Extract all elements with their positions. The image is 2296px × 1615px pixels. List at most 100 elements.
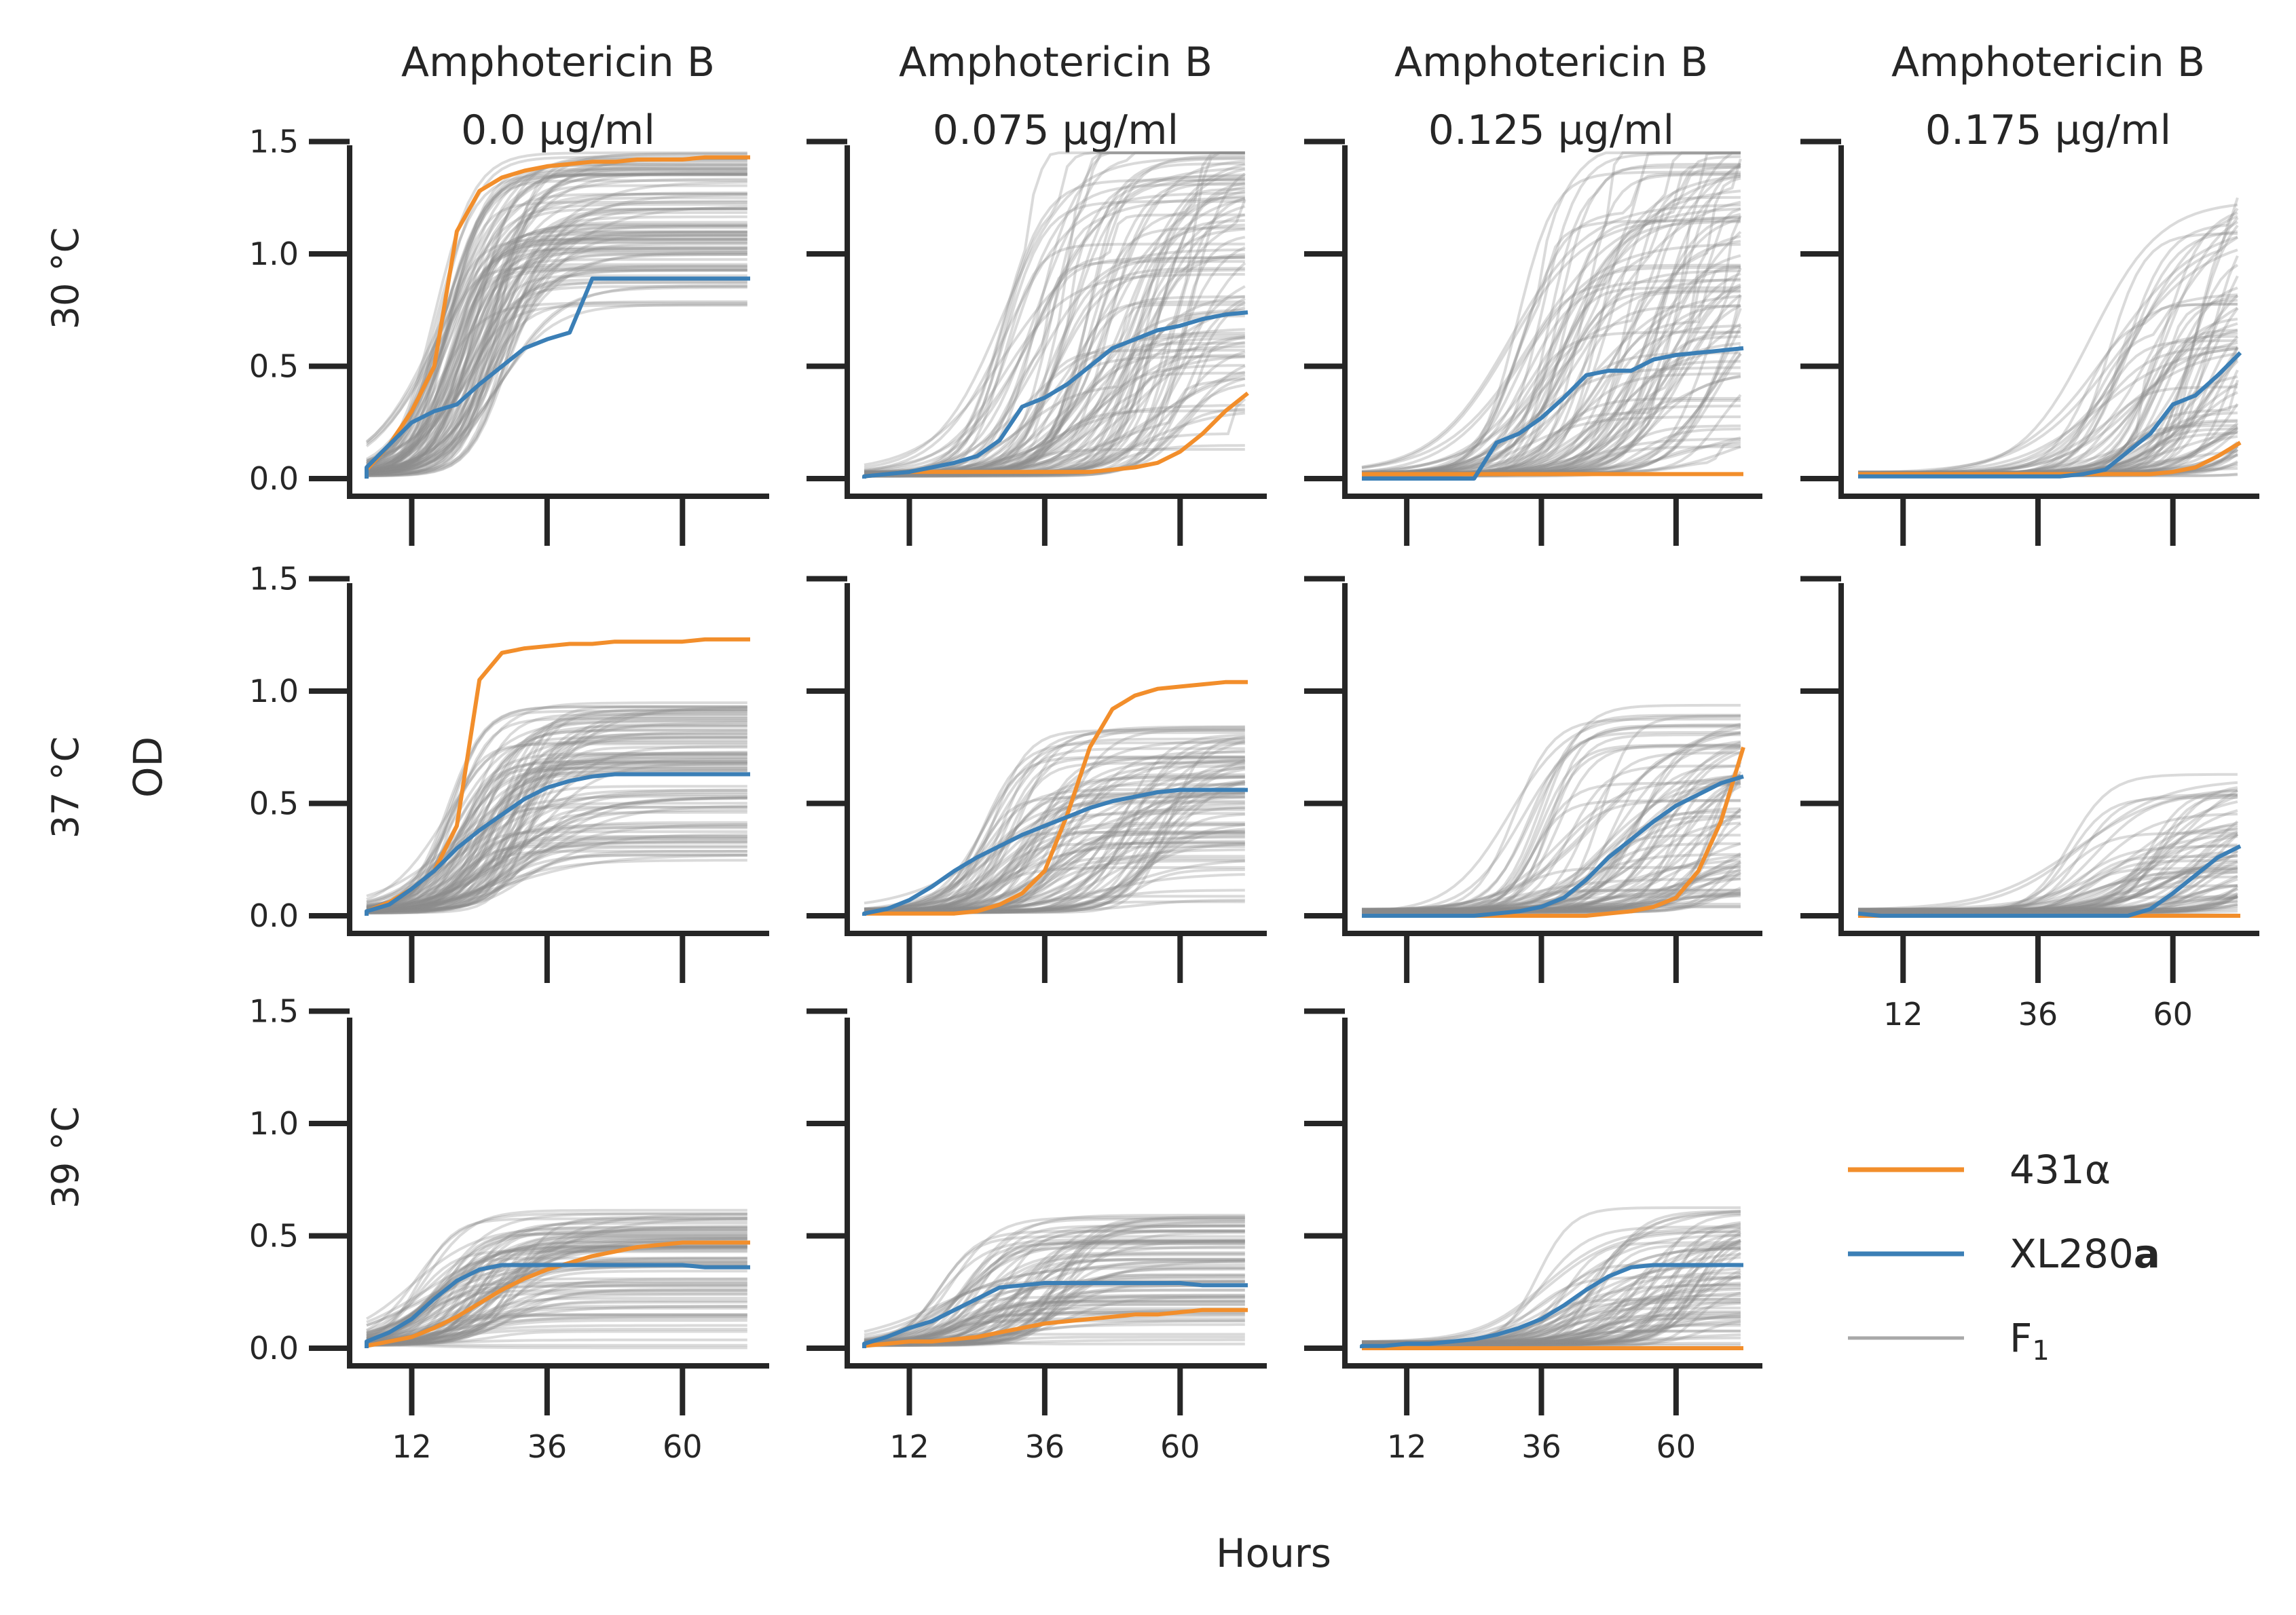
f1-strain-curve	[366, 1287, 747, 1346]
f1-strain-curve	[1362, 869, 1741, 912]
f1-strain-curve	[366, 736, 747, 911]
f1-strain-curve	[1858, 844, 2238, 911]
f1-strain-curve	[1361, 164, 1741, 475]
f1-strain-curve	[366, 274, 747, 475]
f1-strain-curve	[366, 205, 747, 462]
f1-strain-curve	[1361, 1229, 1741, 1346]
f1-strain-curve	[864, 725, 1245, 911]
f1-strain-curve	[1858, 897, 2238, 914]
series-431a-line	[862, 680, 1248, 916]
f1-strain-curve	[864, 848, 1245, 912]
f1-strain-curve	[1857, 248, 2238, 475]
f1-strain-curve	[366, 765, 747, 909]
f1-strain-curve	[864, 756, 1245, 914]
f1-strain-curve	[864, 739, 1246, 911]
f1-strain-curve	[366, 841, 747, 913]
series-431a-line	[365, 155, 750, 479]
f1-curves	[365, 1208, 747, 1350]
f1-strain-curve	[1858, 835, 2238, 913]
f1-strain-curve	[1361, 200, 1741, 475]
f1-strain-curve	[864, 1293, 1245, 1344]
f1-strain-curve	[366, 285, 747, 476]
f1-strain-curve	[1858, 833, 2239, 913]
f1-strain-curve	[366, 1217, 747, 1339]
f1-strain-curve	[864, 151, 1245, 475]
f1-strain-curve	[366, 1217, 747, 1340]
f1-strain-curve	[366, 267, 747, 476]
f1-strain-curve	[864, 1242, 1245, 1343]
f1-strain-curve	[366, 1328, 747, 1343]
f1-strain-curve	[366, 709, 747, 910]
f1-strain-curve	[366, 1342, 747, 1347]
f1-strain-curve	[864, 729, 1245, 914]
f1-strain-curve	[366, 231, 747, 475]
f1-strain-curve	[366, 853, 747, 913]
f1-strain-curve	[864, 859, 1245, 911]
f1-strain-curve	[864, 859, 1245, 912]
f1-strain-curve	[366, 241, 747, 472]
f1-strain-curve	[864, 1214, 1245, 1342]
f1-strain-curve	[864, 1251, 1245, 1345]
f1-strain-curve	[864, 791, 1245, 914]
f1-strain-curve	[366, 303, 747, 475]
f1-strain-curve	[365, 170, 747, 443]
f1-strain-curve	[1858, 824, 2238, 912]
f1-strain-curve	[366, 794, 747, 904]
f1-strain-curve	[366, 809, 747, 910]
f1-strain-curve	[366, 224, 747, 472]
f1-strain-curve	[864, 828, 1245, 912]
f1-strain-curve	[1362, 776, 1742, 912]
f1-strain-curve	[864, 1239, 1245, 1347]
f1-curves	[1857, 773, 2239, 916]
f1-strain-curve	[864, 834, 1245, 913]
f1-strain-curve	[366, 246, 747, 469]
f1-strain-curve	[366, 1289, 747, 1341]
f1-strain-curve	[366, 1244, 747, 1337]
f1-strain-curve	[366, 223, 747, 473]
f1-strain-curve	[366, 1249, 747, 1338]
f1-strain-curve	[366, 715, 747, 913]
f1-strain-curve	[366, 708, 747, 912]
f1-strain-curve	[864, 766, 1245, 912]
series-xl280a-line	[1362, 346, 1744, 481]
y-tick-label: 1.5	[249, 993, 299, 1030]
f1-strain-curve	[366, 762, 747, 911]
f1-strain-curve	[366, 249, 747, 475]
f1-strain-curve	[366, 234, 747, 477]
f1-strain-curve	[366, 823, 747, 910]
f1-strain-curve	[864, 779, 1246, 914]
f1-strain-curve	[1858, 887, 2238, 912]
series-xl280a-line	[1858, 351, 2242, 479]
f1-strain-curve	[1362, 774, 1741, 915]
f1-strain-curve	[1362, 773, 1742, 914]
f1-strain-curve	[1362, 853, 1741, 911]
f1-strain-curve	[1858, 790, 2238, 911]
f1-strain-curve	[366, 705, 747, 909]
f1-strain-curve	[366, 1292, 747, 1345]
f1-strain-curve	[366, 825, 747, 911]
f1-strain-curve	[864, 808, 1245, 912]
f1-strain-curve	[864, 334, 1245, 474]
f1-strain-curve	[1361, 726, 1741, 912]
f1-strain-curve	[1362, 324, 1741, 474]
f1-strain-curve	[1362, 747, 1741, 913]
f1-strain-curve	[366, 234, 747, 473]
f1-strain-curve	[367, 806, 747, 914]
f1-strain-curve	[366, 796, 747, 914]
panel-r1-c1	[807, 576, 1267, 983]
f1-strain-curve	[367, 723, 747, 912]
f1-strain-curve	[366, 1232, 747, 1345]
f1-strain-curve	[367, 705, 747, 912]
f1-strain-curve	[1858, 867, 2238, 914]
f1-strain-curve	[1858, 853, 2238, 915]
f1-strain-curve	[864, 1252, 1245, 1346]
f1-strain-curve	[864, 782, 1246, 914]
f1-strain-curve	[366, 760, 747, 912]
f1-strain-curve	[864, 776, 1245, 914]
f1-strain-curve	[366, 1233, 747, 1347]
column-title-3: Amphotericin B	[1891, 39, 2205, 86]
f1-strain-curve	[366, 1246, 747, 1335]
f1-strain-curve	[366, 762, 747, 911]
f1-strain-curve	[366, 168, 747, 466]
f1-curves	[366, 701, 747, 915]
